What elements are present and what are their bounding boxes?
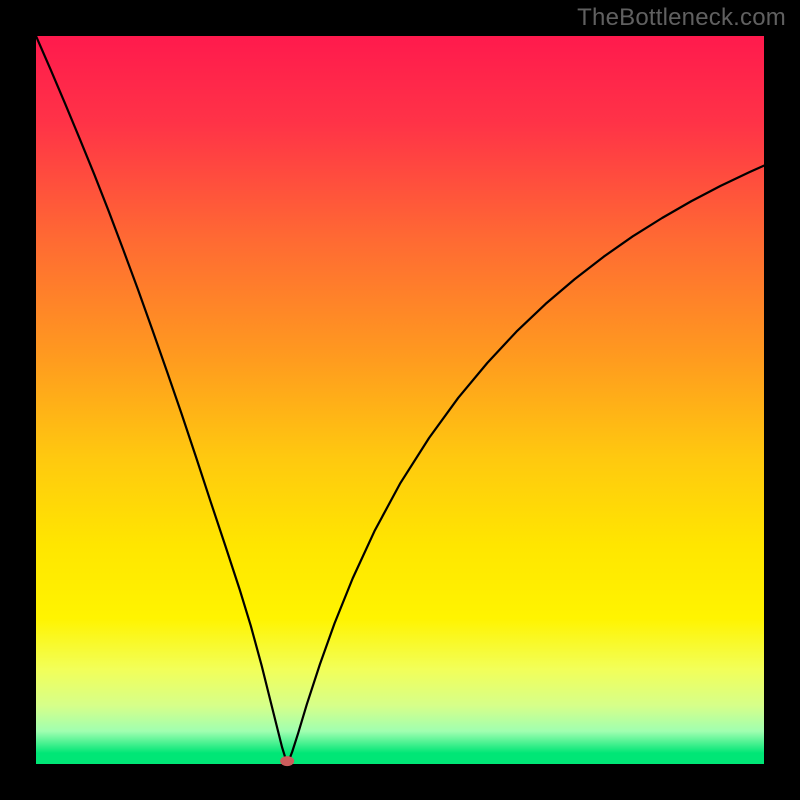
minimum-marker: [280, 756, 294, 766]
watermark-text: TheBottleneck.com: [577, 4, 786, 32]
plot-area: [36, 36, 764, 764]
bottleneck-chart: [0, 0, 800, 800]
chart-frame: TheBottleneck.com: [0, 0, 800, 800]
